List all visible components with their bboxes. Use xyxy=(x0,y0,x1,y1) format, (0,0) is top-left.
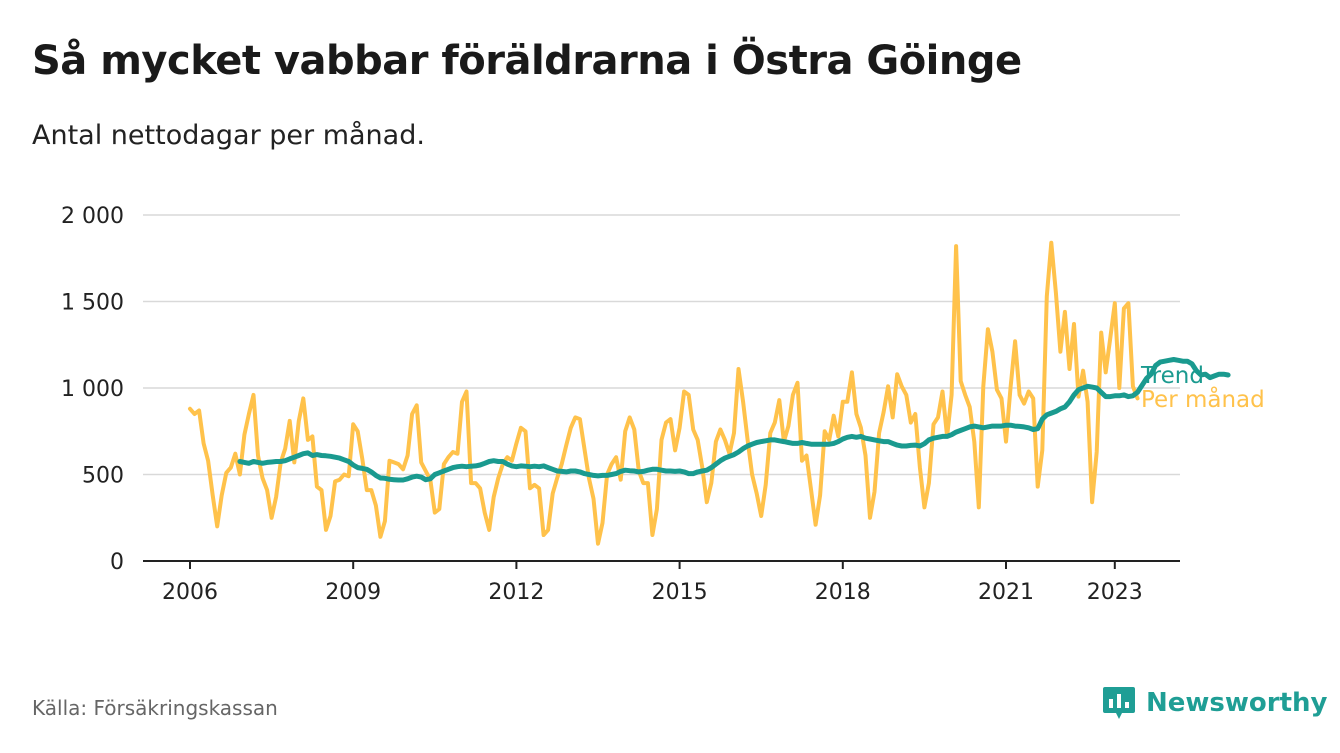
chart-subtitle: Antal nettodagar per månad. xyxy=(32,120,425,151)
x-tick-label: 2015 xyxy=(652,580,708,605)
y-tick-label: 1 500 xyxy=(61,291,124,316)
y-tick-label: 1 000 xyxy=(61,377,124,402)
monthly-series-line xyxy=(188,240,1140,546)
x-tick-label: 2023 xyxy=(1087,580,1143,605)
axes: 0 500 1 000 1 500 2 000 2006 2009 2012 2015 2018 2… xyxy=(61,204,1180,605)
x-tick-label: 2012 xyxy=(488,580,544,605)
y-tick-label: 500 xyxy=(82,464,124,489)
newsworthy-logo-icon xyxy=(1103,687,1135,719)
x-tick-label: 2021 xyxy=(978,580,1034,605)
source-note: Källa: Försäkringskassan xyxy=(32,696,278,720)
brand-name: Newsworthy xyxy=(1146,688,1328,718)
x-tick-label: 2006 xyxy=(162,580,218,605)
monthly-series-label: Per månad xyxy=(1141,385,1265,413)
brand-logo-group[interactable]: Newsworthy xyxy=(1102,683,1327,723)
trend-series-line xyxy=(237,357,1231,483)
x-tick-label: 2009 xyxy=(325,580,381,605)
trend-series-label: Trend xyxy=(1140,363,1204,389)
x-tick-label: 2018 xyxy=(815,580,871,605)
y-tick-label: 0 xyxy=(110,550,124,575)
series-lines xyxy=(188,240,1231,546)
y-tick-label: 2 000 xyxy=(61,204,124,229)
chart-title: Så mycket vabbar föräldrarna i Östra Göi… xyxy=(32,38,1022,84)
